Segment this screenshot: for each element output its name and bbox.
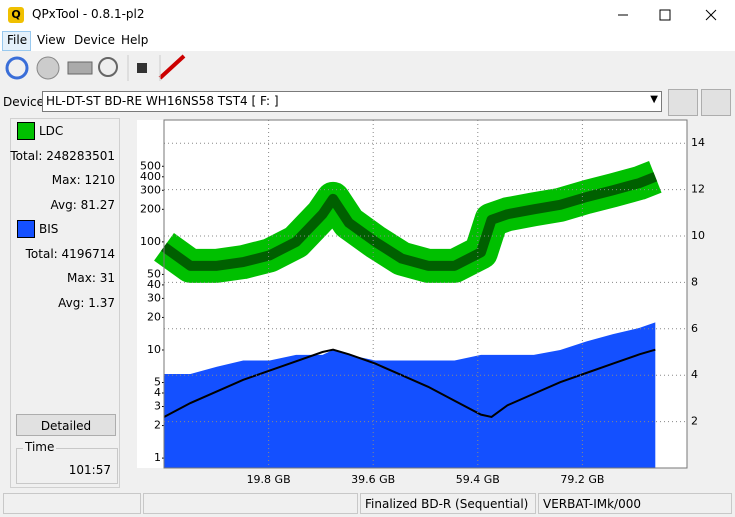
device-combo[interactable]: HL-DT-ST BD-RE WH16NS58 TST4 [ F: ] ▼: [42, 91, 662, 112]
disc-icon[interactable]: [36, 56, 60, 80]
app-icon: Q: [8, 7, 24, 23]
status-media: Finalized BD-R (Sequential): [360, 493, 536, 514]
device-value: HL-DT-ST BD-RE WH16NS58 TST4 [ F: ]: [46, 94, 279, 108]
ldc-avg: Avg: 81.27: [50, 198, 115, 212]
bis-label: BIS: [39, 222, 59, 236]
y-tick-label: 10: [147, 343, 161, 356]
detailed-button[interactable]: Detailed: [16, 414, 116, 436]
status-cell: [143, 493, 358, 514]
tools-icon[interactable]: [158, 54, 186, 80]
bis-swatch: [17, 220, 35, 238]
y-tick-label: 400: [140, 170, 161, 183]
window-controls[interactable]: [600, 0, 735, 30]
stop-icon[interactable]: [137, 63, 147, 73]
status-cell: [3, 493, 141, 514]
chart: 1234510203040501002003004005002468101214…: [137, 119, 705, 486]
lock-button[interactable]: [701, 89, 731, 116]
y-tick-label: 1: [154, 451, 161, 464]
menu-item[interactable]: Help: [121, 33, 149, 47]
menu-bar: File View Device Help: [0, 30, 735, 51]
y2-tick-label: 14: [691, 136, 705, 149]
plot-frame: [163, 119, 688, 469]
drive-icon[interactable]: [67, 61, 93, 75]
menu-item[interactable]: File: [7, 33, 28, 47]
menu-highlight: [2, 31, 31, 51]
y-tick-label: 200: [140, 202, 161, 215]
y2-tick-label: 8: [691, 275, 698, 288]
menu-item[interactable]: View: [37, 33, 66, 47]
x-tick-label: 59.4 GB: [456, 473, 500, 486]
time-value: 101:57: [68, 463, 111, 477]
y-tick-label: 500: [140, 159, 161, 172]
y2-tick-label: 4: [691, 368, 698, 381]
ldc-label: LDC: [39, 124, 64, 138]
time-box: [16, 448, 118, 484]
x-tick-label: 39.6 GB: [351, 473, 395, 486]
bis-avg: Avg: 1.37: [58, 296, 115, 310]
y-tick-label: 40: [147, 278, 161, 291]
y-tick-label: 3: [154, 400, 161, 413]
menu-item[interactable]: Device: [74, 33, 116, 47]
refresh-icon[interactable]: [5, 56, 29, 80]
y2-tick-label: 2: [691, 415, 698, 428]
bis-max: Max: 31: [67, 271, 115, 285]
y2-tick-label: 6: [691, 322, 698, 335]
device-label: Device:: [3, 95, 49, 109]
y-tick-label: 100: [140, 235, 161, 248]
time-label: Time: [23, 440, 57, 454]
y-tick-label: 20: [147, 310, 161, 323]
y-tick-label: 4: [154, 386, 161, 399]
y-tick-label: 30: [147, 291, 161, 304]
y2-tick-label: 10: [691, 229, 705, 242]
title-bar: Q QPxTool - 0.8.1-pl2: [0, 0, 735, 30]
ldc-swatch: [17, 122, 35, 140]
y-tick-label: 50: [147, 267, 161, 280]
toolbar: [5, 54, 186, 81]
side-panel: LDC Total: 248283501 Max: 1210 Avg: 81.2…: [10, 118, 120, 488]
x-tick-label: 19.8 GB: [247, 473, 291, 486]
bis-total: Total: 4196714: [25, 247, 115, 261]
y-tick-label: 5: [154, 376, 161, 389]
y-tick-label: 2: [154, 419, 161, 432]
y2-tick-label: 12: [691, 183, 705, 196]
status-mid: VERBAT-IMk/000: [538, 493, 732, 514]
window-title: QPxTool - 0.8.1-pl2: [32, 7, 145, 21]
eject-button[interactable]: [668, 89, 698, 116]
ldc-total: Total: 248283501: [10, 149, 115, 163]
y-tick-label: 300: [140, 183, 161, 196]
search-icon[interactable]: [98, 57, 118, 77]
ldc-max: Max: 1210: [51, 173, 115, 187]
ldc-line: [161, 172, 658, 271]
bis-area: [164, 322, 656, 468]
x-tick-label: 79.2 GB: [560, 473, 604, 486]
